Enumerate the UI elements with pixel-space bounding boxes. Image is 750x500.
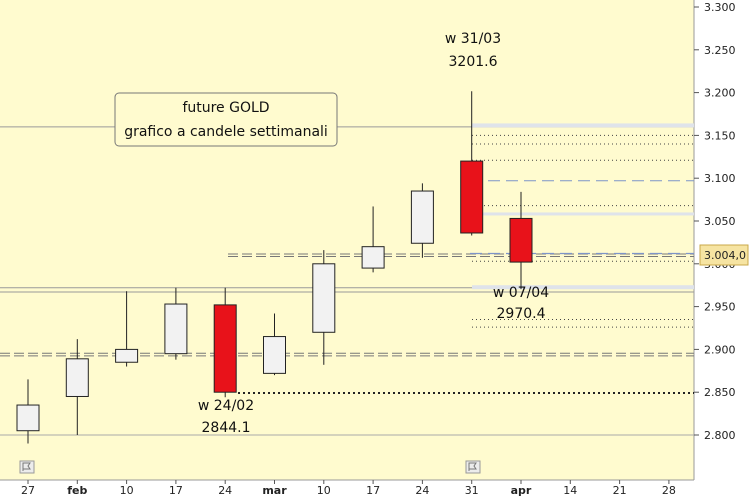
level-band [472, 123, 694, 128]
candle-body [65, 358, 89, 397]
flag-icon [465, 460, 481, 474]
annotation-week: w 24/02 [198, 398, 254, 414]
info-box-line-2: grafico a candele settimanali [124, 124, 328, 140]
annotation-value: 3201.6 [449, 54, 498, 70]
annotation-w2402: w 24/02 2844.1 [198, 398, 254, 436]
annotation-w0704: w 07/04 2970.4 [493, 285, 549, 322]
x-tick-label: mar [262, 484, 287, 497]
price-tag-box [699, 244, 749, 266]
annotation-week: w 31/03 [445, 31, 501, 47]
candle-body [263, 336, 286, 374]
candle-body [509, 217, 533, 263]
info-box-frame [114, 92, 338, 147]
candle-body [213, 304, 237, 393]
price-tag: 3.004,0 [699, 244, 749, 266]
x-tick-label: 10 [317, 484, 331, 497]
candle-body [16, 404, 40, 432]
y-tick-label: 3.100 [704, 172, 736, 185]
x-tick-label: 14 [563, 484, 577, 497]
y-axis: 2.8002.8502.9002.9503.0003.0503.1003.150… [694, 1, 736, 442]
annotation-w3103: w 31/03 3201.6 [445, 31, 501, 70]
candle-body [460, 160, 484, 234]
price-tag-label: 3.004,0 [704, 249, 746, 262]
plot-background [0, 0, 694, 480]
level-band [472, 212, 694, 216]
annotation-value: 2844.1 [202, 420, 251, 436]
annotation-week: w 07/04 [493, 285, 549, 301]
candle-body [410, 190, 434, 244]
y-tick-label: 3.050 [704, 215, 736, 228]
y-tick-label: 2.800 [704, 429, 736, 442]
info-box: future GOLD grafico a candele settimanal… [114, 92, 338, 147]
x-tick-label: 24 [218, 484, 232, 497]
x-tick-label: 17 [366, 484, 380, 497]
x-tick-label: apr [511, 484, 532, 497]
x-tick-label: feb [67, 484, 87, 497]
y-tick-label: 2.950 [704, 301, 736, 314]
annotation-value: 2970.4 [497, 306, 546, 322]
y-tick-label: 3.300 [704, 1, 736, 14]
x-tick-label: 17 [169, 484, 183, 497]
candle-body [361, 246, 385, 269]
candle-body [115, 348, 139, 363]
flag-icon [19, 460, 35, 474]
x-tick-label: 28 [662, 484, 676, 497]
candles [16, 91, 533, 444]
y-tick-label: 3.250 [704, 44, 736, 57]
x-tick-label: 10 [120, 484, 134, 497]
y-tick-label: 2.900 [704, 343, 736, 356]
x-axis-background [0, 480, 694, 500]
x-tick-label: 31 [465, 484, 479, 497]
x-tick-label: 21 [613, 484, 627, 497]
y-tick-label: 2.850 [704, 386, 736, 399]
candle-body [312, 263, 336, 333]
candle-body [164, 303, 188, 355]
y-tick-label: 3.200 [704, 87, 736, 100]
x-tick-label: 24 [415, 484, 429, 497]
x-tick-label: 27 [21, 484, 35, 497]
y-tick-label: 3.150 [704, 129, 736, 142]
level-band [472, 285, 694, 290]
x-axis: 27 feb 10 17 24 mar 10 17 24 31 apr 14 21 28 [21, 480, 676, 497]
info-box-line-1: future GOLD [182, 100, 269, 116]
